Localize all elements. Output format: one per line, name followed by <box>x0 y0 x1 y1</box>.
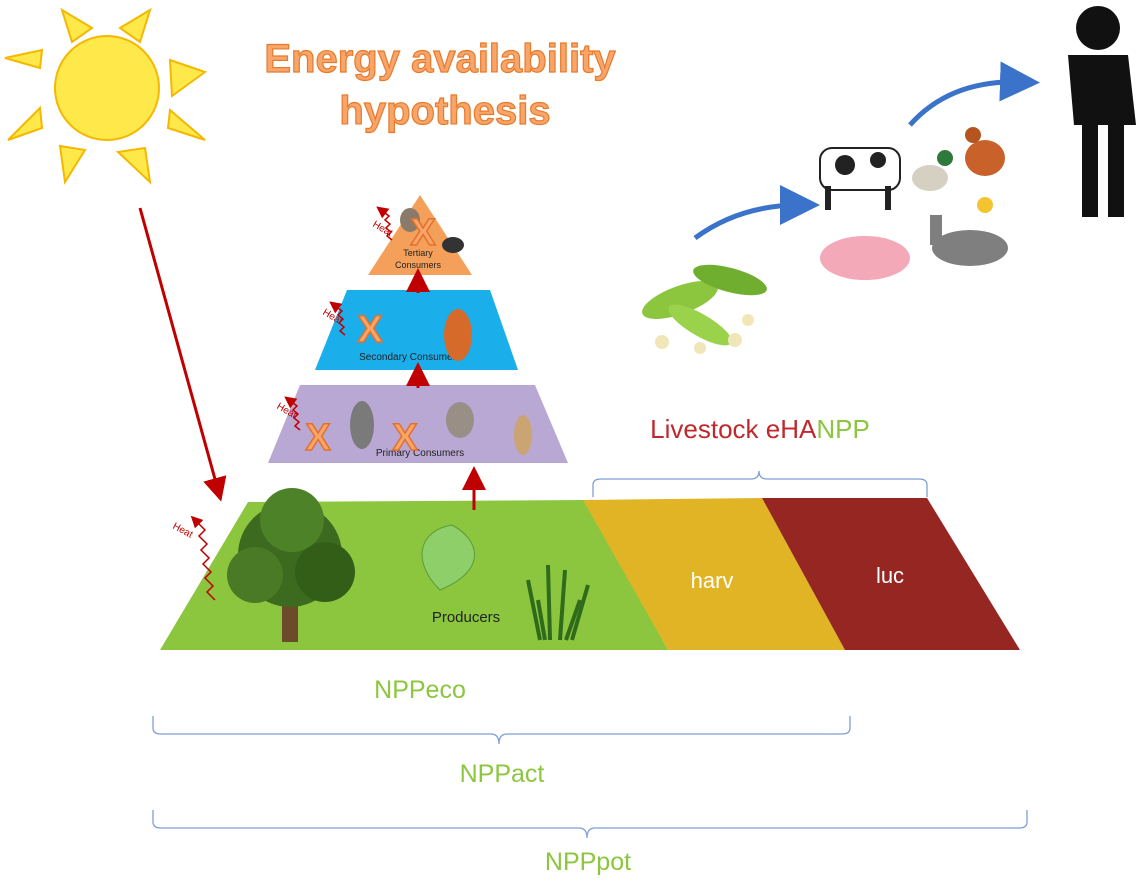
livestock-label-part: NPP <box>816 414 869 444</box>
npp-act-label: NPPact <box>460 760 545 788</box>
primary-label: Primary Consumers <box>376 448 464 459</box>
producers-label: Producers <box>432 609 500 626</box>
harv-label: harv <box>691 568 734 593</box>
tertiary-label: Tertiary <box>403 248 433 258</box>
tree <box>227 488 355 642</box>
animals <box>350 208 532 455</box>
livestock-label: Livestock eHANPP <box>650 414 870 444</box>
npp-eco-brace <box>152 716 851 745</box>
primary-level <box>268 385 568 463</box>
tertiary-label: Consumers <box>395 260 442 270</box>
flow-arrow <box>693 185 820 241</box>
flow-arrow <box>908 61 1040 127</box>
livestock-label-part: Livestock eHA <box>650 414 817 444</box>
npp-pot-label: NPPpot <box>545 848 631 876</box>
npp-act-brace <box>152 810 1028 839</box>
exclusion-mark: X <box>410 212 436 254</box>
title: Energy availability hypothesis <box>264 36 617 133</box>
sun <box>4 7 208 185</box>
exclusion-mark: X <box>305 417 331 459</box>
npp-eco-label: NPPeco <box>374 676 466 704</box>
soybeans <box>642 264 767 354</box>
leaf <box>421 524 475 591</box>
livestock-animals <box>819 127 1008 280</box>
sun-arrow <box>138 207 227 502</box>
exclusions: X X X X <box>305 211 438 460</box>
exclusion-mark: X <box>392 417 418 459</box>
harv-band <box>583 498 845 650</box>
luc-band <box>762 498 1020 650</box>
secondary-label: Secondary Consumers <box>359 352 461 363</box>
livestock-brace <box>592 470 928 497</box>
grass <box>526 564 590 641</box>
title-line: hypothesis <box>339 89 550 133</box>
energy-arrows <box>406 268 486 510</box>
title-line: Energy availability <box>264 37 616 81</box>
human <box>1068 6 1136 217</box>
luc-label: luc <box>876 563 904 588</box>
heat-label: Heat <box>371 219 395 239</box>
heat-waves <box>190 206 393 601</box>
heat-label: Heat <box>171 521 195 541</box>
exclusion-mark: X <box>357 309 383 351</box>
tertiary-level <box>368 195 472 275</box>
